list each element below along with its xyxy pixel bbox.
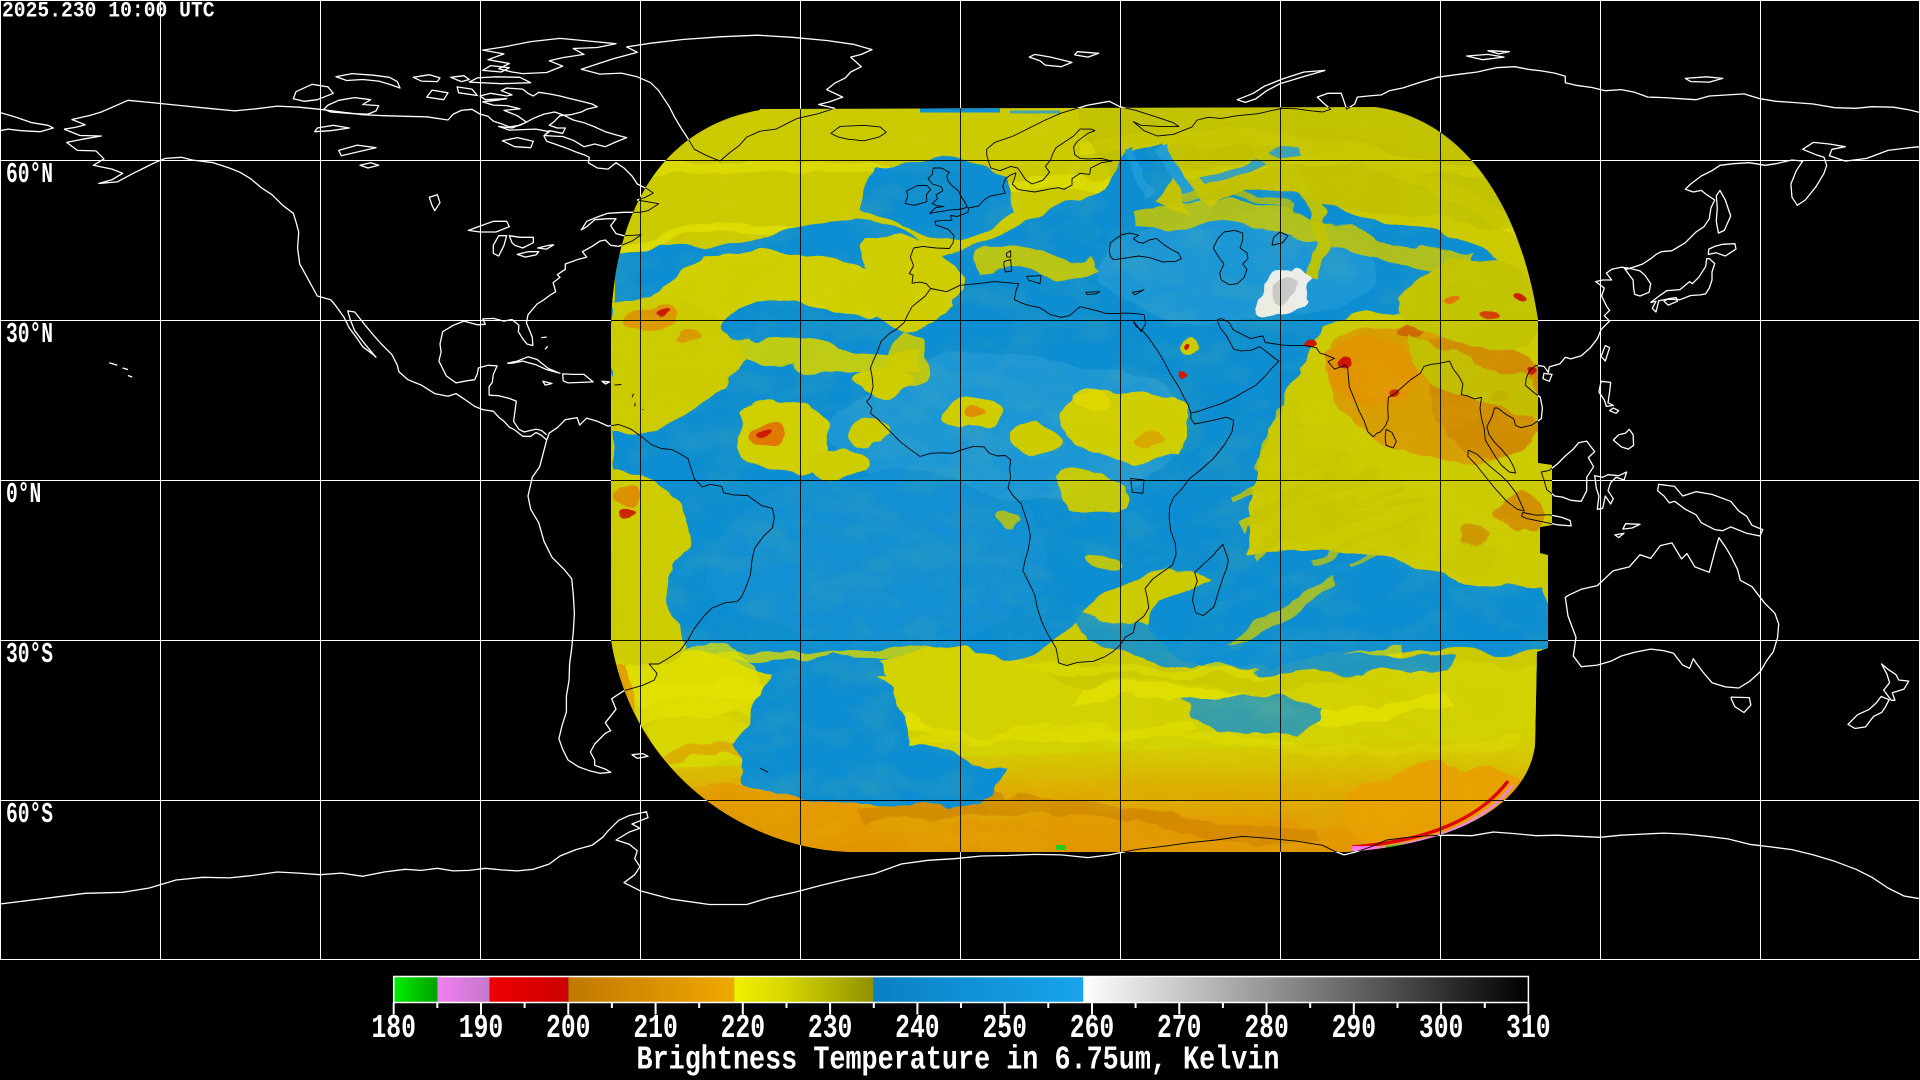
- svg-text:60°S: 60°S: [6, 800, 53, 831]
- svg-text:300: 300: [1419, 1009, 1463, 1048]
- svg-text:200: 200: [546, 1009, 590, 1048]
- svg-text:310: 310: [1506, 1009, 1550, 1048]
- svg-text:230: 230: [808, 1009, 852, 1048]
- svg-text:290: 290: [1332, 1009, 1376, 1048]
- svg-text:30°N: 30°N: [6, 320, 53, 351]
- svg-text:2025.230 10:00 UTC: 2025.230 10:00 UTC: [2, 0, 215, 24]
- svg-text:60°N: 60°N: [6, 160, 53, 191]
- svg-text:220: 220: [721, 1009, 765, 1048]
- svg-text:240: 240: [895, 1009, 939, 1048]
- svg-text:270: 270: [1157, 1009, 1201, 1048]
- svg-text:30°S: 30°S: [6, 640, 53, 671]
- svg-text:250: 250: [982, 1009, 1026, 1048]
- svg-text:260: 260: [1070, 1009, 1114, 1048]
- svg-text:180: 180: [371, 1009, 415, 1048]
- svg-text:190: 190: [459, 1009, 503, 1048]
- svg-text:0°N: 0°N: [6, 480, 41, 511]
- svg-text:210: 210: [633, 1009, 677, 1048]
- svg-text:Brightness Temperature in 6.75: Brightness Temperature in 6.75um, Kelvin: [637, 1042, 1280, 1080]
- svg-text:280: 280: [1244, 1009, 1288, 1048]
